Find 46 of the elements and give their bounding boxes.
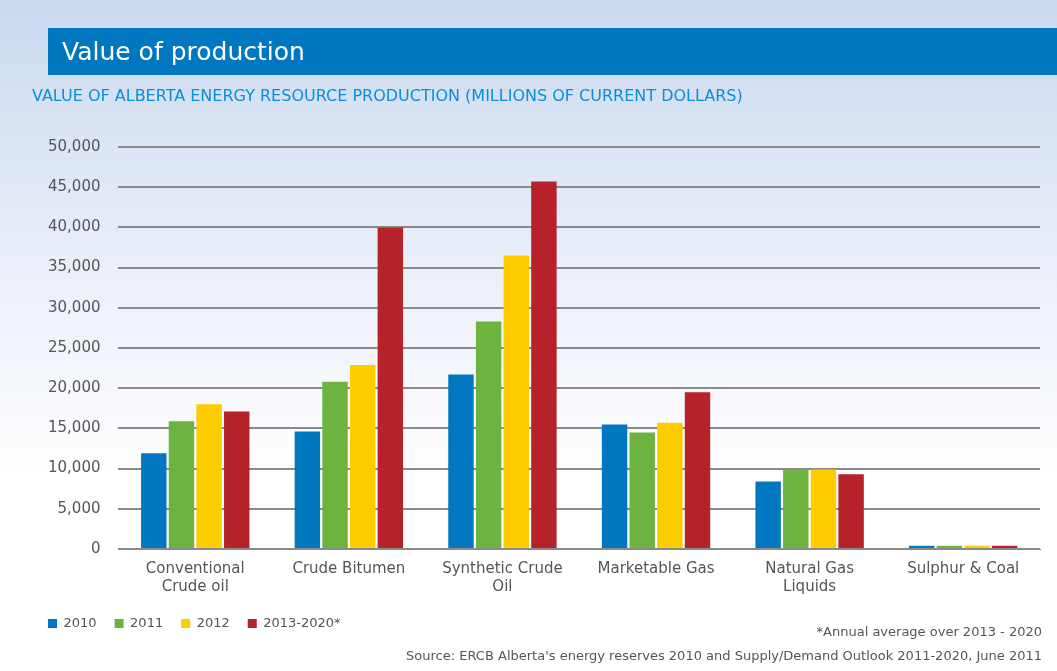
x-tick-label: Natural Gas Liquids [765, 558, 855, 595]
y-tick-label: 35,000 [47, 257, 101, 276]
bar [783, 469, 809, 548]
y-tick-label: 15,000 [47, 418, 101, 437]
x-tick-label: Synthetic Crude Oil [442, 558, 563, 595]
text: *Annual average over 2013 - 2020 [816, 624, 1042, 639]
y-tick-label: 10,000 [47, 458, 101, 477]
bar [684, 392, 711, 548]
y-tick-label: 0 [90, 538, 101, 557]
legend-label: 2013-2020* [263, 614, 342, 630]
bar [475, 321, 502, 548]
legend-label: 2012 [196, 614, 230, 630]
bar [964, 545, 990, 548]
y-tick-label: 50,000 [47, 136, 101, 155]
x-tick-label: Conventional Crude oil [145, 558, 245, 595]
bar [224, 411, 250, 548]
y-tick-label: 40,000 [47, 217, 101, 236]
chart-title: Value of production [48, 28, 1057, 75]
bar [322, 381, 348, 548]
bar [531, 181, 557, 548]
bar [838, 474, 864, 548]
legend-label: 2010 [63, 614, 97, 630]
x-tick-label: Sulphur & Coal [907, 558, 1020, 577]
bar [629, 432, 655, 548]
legend-label: 2011 [130, 614, 164, 630]
bar [377, 227, 404, 548]
bar [294, 431, 321, 548]
y-tick-label: 45,000 [47, 177, 101, 196]
bar [168, 421, 195, 548]
bar [657, 422, 683, 548]
chart-subtitle: VALUE OF ALBERTA ENERGY RESOURCE PRODUCTION (MILLIONS OF CURRENT DOLLARS) [32, 86, 743, 105]
x-tick-label: Crude Bitumen [292, 558, 406, 577]
source-note: Source: ERCB Alberta's energy reserves 2010 and Supply/Demand Outlook 2011-2020, June 2011 [406, 648, 1042, 663]
bar [810, 469, 837, 548]
bar [601, 424, 628, 548]
y-tick-label: 5,000 [57, 498, 101, 517]
bar [349, 364, 376, 548]
bar [755, 481, 781, 548]
y-tick-label: 20,000 [47, 378, 101, 397]
bar [141, 453, 167, 548]
bar [503, 255, 529, 548]
y-tick-label: 25,000 [47, 337, 101, 356]
bar [448, 374, 474, 548]
y-tick-label: 30,000 [47, 297, 101, 316]
x-tick-label: Marketable Gas [597, 558, 715, 577]
bar [196, 404, 222, 548]
